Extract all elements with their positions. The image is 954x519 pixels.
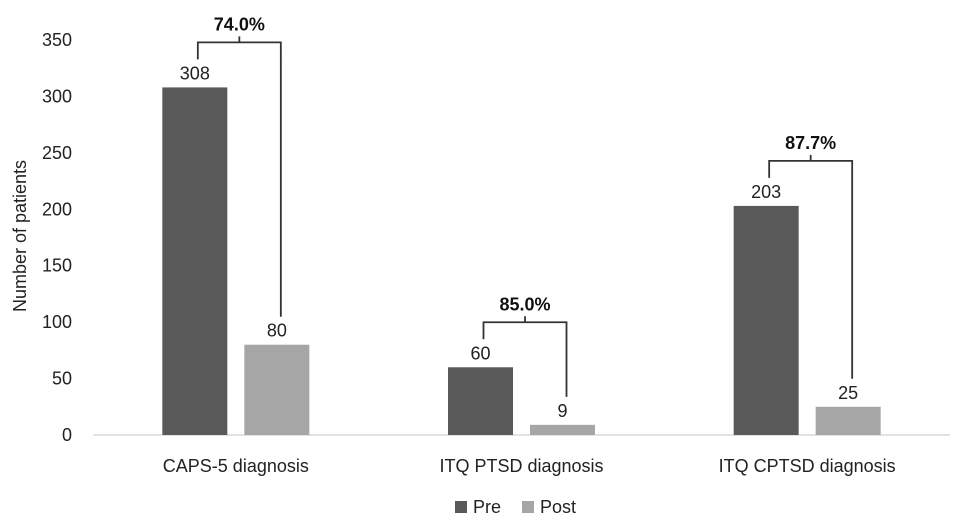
y-tick-label: 100 [42,312,72,332]
data-label: 25 [838,383,858,403]
bar-post [815,406,881,435]
data-label: 308 [180,63,210,83]
y-tick-label: 250 [42,143,72,163]
legend-label-pre: Pre [473,497,501,517]
category-label: ITQ CPTSD diagnosis [719,456,896,476]
y-tick-label: 0 [62,425,72,445]
y-axis-ticks: 0 50 100 150 200 250 300 350 [42,30,72,445]
y-tick-label: 50 [52,369,72,389]
reduction-percent-label: 85.0% [499,294,550,314]
y-axis-title: Number of patients [10,160,30,312]
y-tick-label: 350 [42,30,72,50]
y-tick-label: 150 [42,256,72,276]
data-label: 9 [557,401,567,421]
legend-label-post: Post [540,497,576,517]
data-label: 60 [470,343,490,363]
category-labels: CAPS-5 diagnosis ITQ PTSD diagnosis ITQ CP… [163,456,896,476]
reduction-percent-label: 74.0% [214,14,265,34]
reduction-annotations: 74.0% 85.0% 87.7% [196,14,854,397]
legend-swatch-post [522,501,534,513]
y-tick-label: 300 [42,86,72,106]
bar-post [530,424,595,435]
bar-pre [733,205,799,435]
bar-pre [448,367,513,435]
bar-post [244,344,310,435]
data-label: 203 [751,182,781,202]
bar-pre [162,87,228,436]
y-tick-label: 200 [42,199,72,219]
legend-swatch-pre [455,501,467,513]
bars: 308 80 60 9 203 25 [162,63,881,436]
category-label: CAPS-5 diagnosis [163,456,309,476]
category-label: ITQ PTSD diagnosis [439,456,603,476]
data-label: 80 [267,321,287,341]
legend: Pre Post [455,497,576,517]
reduction-bracket [482,321,568,397]
reduction-percent-label: 87.7% [785,133,836,153]
